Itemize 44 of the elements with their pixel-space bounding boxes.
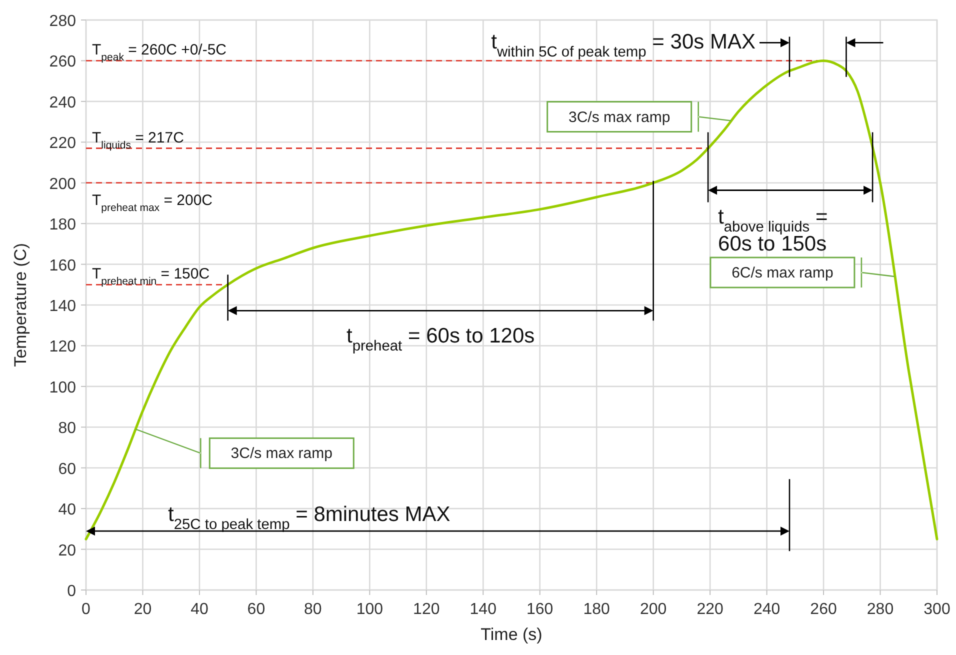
annotation: t$_{25C to peak temp}$ = 8minutes MAX	[168, 503, 450, 534]
x-tick-label: 200	[640, 601, 667, 618]
y-tick-label: 240	[49, 94, 76, 112]
y-tick-label: 260	[49, 54, 76, 71]
y-axis-title: Temperature (C)	[11, 243, 30, 367]
y-tick-label: 160	[49, 257, 76, 274]
y-tick-label: 200	[49, 176, 76, 193]
x-tick-label: 300	[924, 601, 950, 618]
annotation: t$_{within 5C of peak temp}$ = 30s MAX	[491, 30, 756, 61]
y-tick-label: 220	[49, 135, 76, 152]
annotation: t$_{preheat}$ = 60s to 120s	[346, 324, 535, 355]
y-tick-label: 60	[58, 460, 76, 478]
x-tick-label: 40	[190, 601, 208, 618]
x-tick-label: 240	[753, 601, 780, 618]
y-tick-label: 40	[58, 502, 76, 519]
x-tick-label: 280	[866, 601, 894, 618]
y-tick-label: 120	[49, 338, 76, 356]
x-axis-title: Time (s)	[480, 625, 542, 644]
ref-line-label: T$_{preheat max}$ = 200C	[92, 192, 213, 214]
x-tick-label: 260	[810, 601, 837, 618]
y-tick-label: 180	[49, 216, 76, 234]
x-tick-label: 100	[356, 601, 384, 618]
x-tick-label: 180	[583, 601, 610, 618]
x-tick-label: 140	[470, 601, 497, 618]
y-tick-label: 80	[58, 420, 76, 438]
y-tick-label: 140	[49, 298, 76, 315]
x-tick-label: 0	[82, 601, 91, 618]
ref-line-label: T$_{peak}$ = 260C +0/-5C	[92, 42, 227, 64]
ref-line-label: T$_{preheat min}$ = 150C	[92, 266, 210, 288]
y-tick-label: 20	[58, 542, 76, 560]
y-tick-label: 280	[49, 13, 76, 30]
x-tick-label: 80	[304, 601, 322, 618]
annotation: 3C/s max ramp	[230, 445, 332, 462]
ref-line-label: T$_{liquids}$ = 217C	[92, 129, 184, 152]
y-tick-label: 100	[49, 379, 76, 396]
annotation: t$_{above liquids}$ = 60s to 150s	[718, 205, 828, 256]
x-tick-label: 160	[526, 601, 554, 618]
y-tick-label: 0	[67, 583, 76, 600]
annotation: 3C/s max ramp	[568, 108, 670, 126]
x-tick-label: 20	[134, 601, 152, 618]
x-tick-label: 60	[247, 601, 266, 618]
annotation: 6C/s max ramp	[732, 264, 834, 282]
x-tick-label: 220	[696, 601, 724, 618]
x-tick-label: 120	[413, 601, 440, 618]
